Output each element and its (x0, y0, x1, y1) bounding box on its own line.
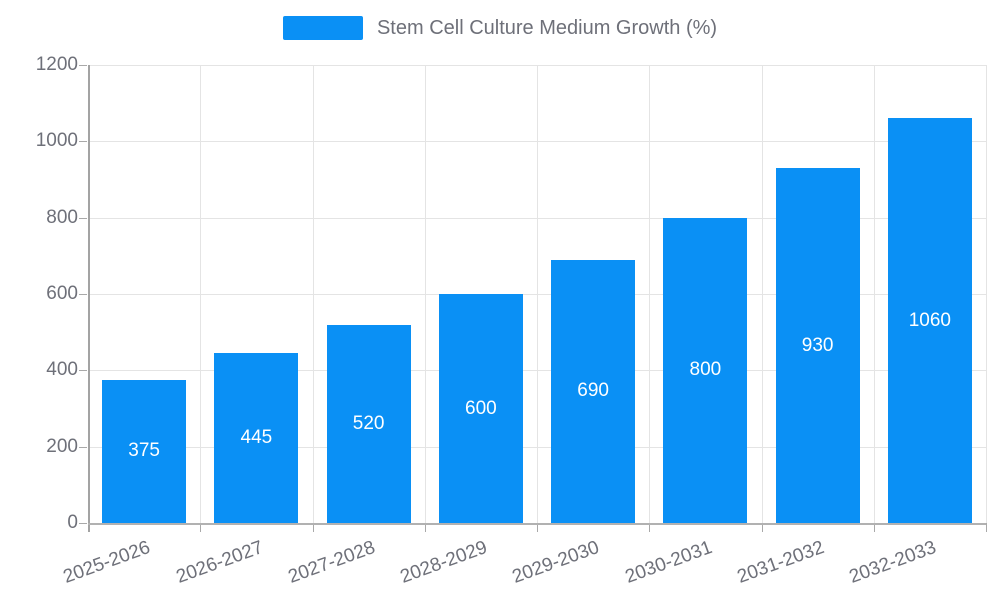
y-axis-tick (79, 141, 87, 143)
bar-2025-2026[interactable]: 375 (102, 379, 187, 523)
x-axis-category-label: 2029-2030 (509, 537, 603, 588)
bar-value-label: 375 (128, 440, 160, 462)
bar-2030-2031[interactable]: 800 (663, 217, 748, 523)
x-axis-category-label: 2030-2031 (621, 537, 715, 588)
y-axis-tick-label: 800 (46, 206, 78, 228)
x-gridline (649, 65, 651, 523)
bar-2031-2032[interactable]: 930 (775, 168, 860, 523)
x-axis-tick (649, 523, 651, 532)
x-gridline (200, 65, 202, 523)
legend[interactable]: Stem Cell Culture Medium Growth (%) (0, 16, 1000, 40)
y-axis-tick (79, 294, 87, 295)
x-gridline (312, 65, 314, 523)
bar-2029-2030[interactable]: 690 (551, 259, 636, 523)
bar-value-label: 690 (577, 380, 609, 402)
bar-value-label: 800 (689, 359, 722, 381)
bar-value-label: 930 (801, 334, 834, 356)
x-axis-category-label: 2025-2026 (60, 537, 154, 588)
x-axis-category-label: 2032-2033 (846, 537, 940, 588)
bar-value-label: 600 (465, 397, 497, 419)
y-axis-tick (79, 370, 87, 372)
x-axis-line (88, 523, 986, 525)
y-axis-tick (79, 523, 87, 524)
x-axis-tick (312, 523, 314, 532)
y-axis-tick-label: 1000 (35, 130, 78, 152)
x-axis-tick (986, 523, 987, 532)
y-axis-tick (79, 217, 87, 219)
x-axis-tick (200, 523, 202, 532)
bar-2028-2029[interactable]: 600 (438, 294, 523, 523)
y-axis-tick-label: 200 (46, 435, 78, 457)
x-axis-tick (761, 523, 763, 532)
y-axis-tick-label: 400 (46, 359, 78, 381)
x-axis-category-label: 2027-2028 (285, 537, 378, 588)
y-axis-tick-label: 0 (67, 512, 78, 533)
legend-label: Stem Cell Culture Medium Growth (%) (376, 16, 718, 39)
x-axis-tick (537, 523, 538, 532)
bar-2032-2033[interactable]: 1060 (887, 118, 972, 523)
bar-2027-2028[interactable]: 520 (326, 324, 411, 523)
x-gridline (986, 65, 987, 523)
x-axis-category-label: 2026-2027 (172, 537, 266, 588)
bar-value-label: 520 (352, 412, 385, 434)
bar-value-label: 445 (240, 427, 273, 449)
y-axis-tick-label: 600 (46, 283, 78, 304)
legend-swatch (282, 16, 363, 40)
x-gridline (761, 65, 763, 523)
x-gridline (537, 65, 538, 523)
y-axis-tick-label: 1200 (35, 54, 78, 75)
x-gridline (873, 65, 875, 523)
bar-2026-2027[interactable]: 445 (214, 353, 299, 523)
y-axis-line (88, 65, 90, 532)
x-axis-category-label: 2028-2029 (397, 537, 491, 588)
x-axis-category-label: 2031-2032 (734, 537, 827, 588)
y-axis-tick (79, 65, 87, 66)
bar-value-label: 1060 (908, 309, 952, 331)
x-axis-tick (873, 523, 875, 532)
x-gridline (424, 65, 426, 523)
x-axis-tick (424, 523, 426, 532)
y-axis-tick (79, 446, 87, 448)
